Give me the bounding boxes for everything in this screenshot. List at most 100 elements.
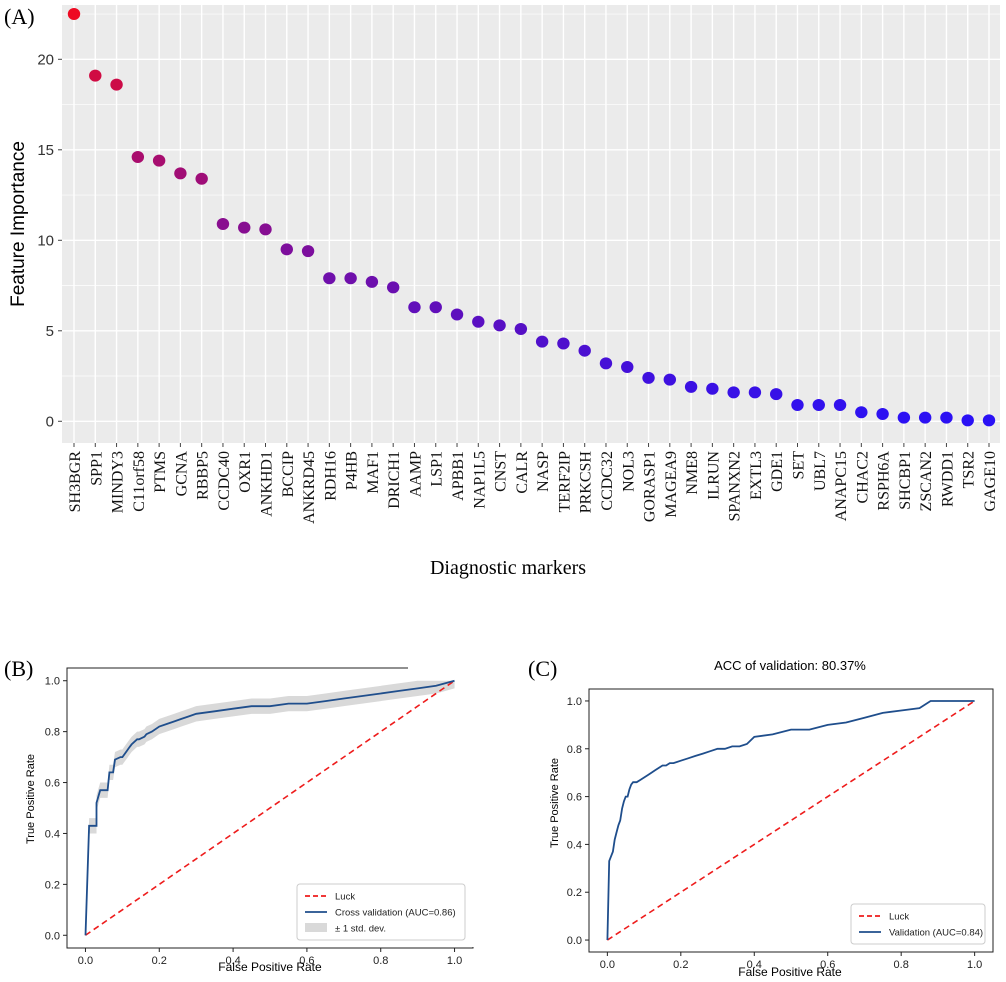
x-tick-label: 0.8 (373, 955, 388, 967)
x-tick-label: MAF1 (365, 451, 382, 494)
x-tick-label: RBBP5 (195, 451, 212, 500)
x-tick-label: NAP1L5 (471, 451, 488, 509)
panel-label-b: (B) (4, 656, 33, 681)
x-tick-label: CNST (493, 451, 510, 492)
x-tick-label: UBL7 (812, 451, 829, 491)
y-tick-label: 1.0 (45, 676, 60, 688)
x-tick-label: RDH16 (322, 451, 339, 501)
point-chac2 (855, 406, 868, 419)
point-ubl7 (812, 398, 825, 411)
feature-importance-panel: (A) 0 5 10 15 20 SH3BGR SPP1 MINDY3 C11orf58 PTM… (4, 4, 1000, 579)
roc-plot: 0.0 0.2 0.4 0.6 0.8 1.0 0.0 0.2 0.4 0.6 0.8 1.0 Luck… (567, 688, 994, 971)
data-points (67, 8, 996, 427)
x-tick-label: ILRUN (705, 451, 722, 500)
point-calr (514, 322, 528, 335)
point-rsph6a (876, 408, 889, 421)
point-spp1 (89, 69, 102, 82)
luck-line (85, 680, 455, 936)
point-rdh16 (323, 272, 336, 285)
x-tick-label: CALR (514, 451, 531, 494)
point-ptms (152, 154, 166, 167)
point-sh3bgr (67, 8, 81, 21)
x-tick-label: GORASP1 (642, 451, 659, 522)
point-nasp (535, 335, 549, 348)
point-rwdd1 (940, 411, 953, 424)
legend-label: Validation (AUC=0.84) (889, 928, 983, 939)
point-aamp (408, 301, 421, 314)
plot-background (62, 5, 1000, 443)
x-tick-label: SHCBP1 (897, 451, 914, 510)
y-tick-label: 0.0 (567, 935, 582, 947)
y-tick-label: 0.0 (45, 930, 60, 942)
roc-curve (84, 679, 455, 936)
x-tick-label: GAGE10 (982, 451, 999, 511)
x-tick-label: PRKCSH (578, 451, 595, 514)
x-tick-label: BCCIP (280, 451, 297, 497)
y-tick-label: 5 (46, 323, 54, 340)
luck-line (606, 700, 976, 941)
x-tick-label: CHAC2 (854, 451, 871, 503)
legend-box (850, 903, 986, 945)
x-tick-label: SH3BGR (67, 451, 84, 513)
legend-label: Cross validation (AUC=0.86) (335, 908, 456, 919)
y-tick-label: 0.4 (45, 828, 60, 840)
point-spanxn2 (727, 386, 740, 399)
point-p4hb (344, 272, 357, 285)
x-tick-label: SPANXN2 (727, 451, 744, 522)
point-prkcsh (578, 344, 591, 357)
y-tick-labels: 0 5 10 15 20 (37, 51, 62, 430)
x-tick-label: RWDD1 (939, 451, 956, 507)
point-oxr1 (238, 221, 251, 234)
y-tick-label: 1.0 (567, 696, 582, 708)
panel-label-c: (C) (528, 656, 557, 681)
y-tick-label: 0.2 (45, 879, 60, 891)
x-tick-label: RSPH6A (876, 451, 893, 511)
point-shcbp1 (897, 411, 911, 424)
x-tick-label: SPP1 (88, 451, 105, 486)
x-tick-label: TSR2 (961, 451, 978, 488)
y-tick-label: 0.2 (567, 887, 582, 899)
x-tick-label: 0.6 (299, 955, 314, 967)
point-magea9 (663, 373, 677, 386)
y-tick-label: 0.4 (567, 839, 582, 851)
point-gcna (174, 167, 187, 180)
cross-validation-roc-panel: (B) 0.0 0.2 0.4 0.6 0.8 1.0 0.0 0.2 0.4 0.6 0.8 1.0… (4, 656, 475, 974)
validation-roc-panel: (C) ACC of validation: 80.37% 0.0 0.2 0.4 0… (528, 656, 994, 979)
point-apbb1 (450, 308, 464, 321)
point-nme8 (684, 380, 698, 393)
x-tick-label: 0.0 (600, 959, 615, 971)
x-tick-label: 0.4 (225, 955, 240, 967)
x-tick-label: P4HB (344, 451, 361, 490)
legend-label: ± 1 std. dev. (335, 924, 386, 935)
point-gage10 (982, 414, 996, 427)
x-tick-label: LSP1 (429, 451, 446, 487)
x-tick-label: ANAPC15 (833, 451, 850, 521)
point-maf1 (365, 275, 379, 288)
y-tick-label: 20 (37, 51, 54, 68)
point-ilrun (706, 382, 719, 395)
x-tick-label: ANKHD1 (259, 451, 276, 517)
point-c11orf58 (131, 151, 145, 164)
point-anapc15 (833, 398, 847, 411)
legend-label: Luck (889, 912, 909, 923)
x-tick-label: 0.4 (747, 959, 762, 971)
x-tick-label: GCNA (173, 451, 190, 497)
x-tick-label: TERF2IP (556, 451, 573, 512)
x-tick-label: 0.8 (894, 959, 909, 971)
x-axis-label: False Positive Rate (218, 960, 322, 974)
x-tick-label: 0.2 (673, 959, 688, 971)
legend-label: Luck (335, 892, 355, 903)
y-axis-label: True Positive Rate (549, 758, 561, 848)
y-tick-label: 10 (37, 232, 54, 249)
x-tick-label: NOL3 (620, 451, 637, 492)
x-tick-label: OXR1 (237, 451, 254, 493)
point-drich1 (386, 281, 400, 294)
point-cnst (493, 319, 506, 332)
x-tick-label: DRICH1 (386, 451, 403, 509)
panel-label-a: (A) (4, 4, 35, 29)
x-tick-label: AAMP (407, 451, 424, 497)
x-axis-label: Diagnostic markers (430, 557, 586, 579)
point-ankrd45 (301, 245, 315, 258)
x-tick-label: MINDY3 (110, 451, 127, 513)
